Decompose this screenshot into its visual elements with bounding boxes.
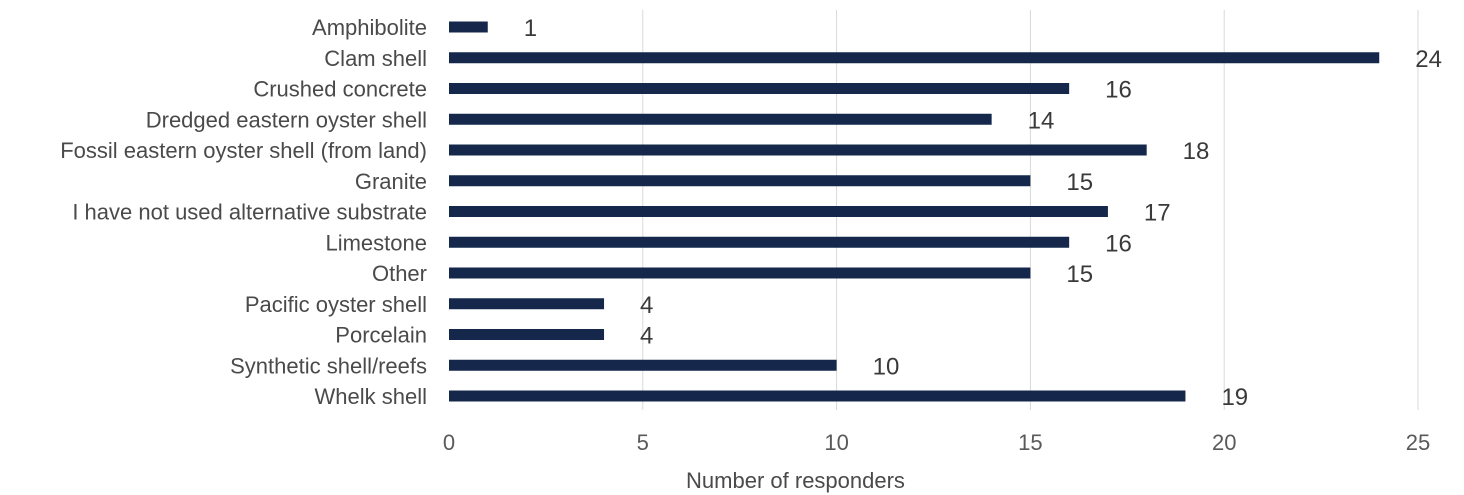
category-label: Clam shell: [324, 46, 427, 71]
value-labels: 1 24 16 14 18 15 17 16 15 4 4 10 19: [524, 15, 1442, 411]
x-tick-label: 5: [637, 430, 649, 455]
value-label: 4: [640, 323, 653, 350]
x-tick-label: 20: [1212, 430, 1236, 455]
bars: [449, 21, 1380, 402]
category-label: Crushed concrete: [253, 77, 427, 102]
bar: [449, 144, 1147, 156]
x-axis-title: Number of responders: [686, 468, 905, 493]
category-label: Granite: [355, 169, 427, 194]
bar: [449, 175, 1031, 187]
x-tick-label: 25: [1406, 430, 1430, 455]
bar: [449, 21, 488, 33]
category-labels: Amphibolite Clam shell Crushed concrete Dre…: [60, 15, 427, 409]
x-tick-label: 15: [1018, 430, 1042, 455]
value-label: 24: [1415, 46, 1442, 73]
value-label: 1: [524, 15, 537, 42]
x-tick-labels: 0 5 10 15 20 25: [443, 430, 1430, 455]
value-label: 17: [1144, 200, 1171, 227]
category-label: Dredged eastern oyster shell: [146, 107, 427, 132]
value-label: 15: [1066, 169, 1093, 196]
value-label: 16: [1105, 230, 1132, 257]
bar: [449, 267, 1031, 279]
category-label: Amphibolite: [312, 15, 427, 40]
category-label: Whelk shell: [315, 384, 427, 409]
bar: [449, 390, 1186, 402]
category-label: Other: [372, 261, 427, 286]
category-label: Pacific oyster shell: [245, 292, 427, 317]
bar: [449, 329, 605, 340]
category-label: Synthetic shell/reefs: [230, 353, 427, 378]
value-label: 19: [1221, 384, 1248, 411]
value-label: 14: [1028, 107, 1055, 134]
x-tick-label: 10: [824, 430, 848, 455]
bar: [449, 206, 1108, 217]
bar: [449, 359, 837, 371]
category-label: I have not used alternative substrate: [72, 200, 427, 225]
category-label: Limestone: [325, 230, 427, 255]
x-tick-label: 0: [443, 430, 455, 455]
value-label: 4: [640, 292, 653, 319]
value-label: 10: [873, 353, 900, 380]
value-label: 15: [1066, 261, 1093, 288]
bar: [449, 298, 605, 310]
category-label: Fossil eastern oyster shell (from land): [60, 138, 427, 163]
value-label: 18: [1183, 138, 1210, 165]
bar: [449, 236, 1070, 248]
value-label: 16: [1105, 77, 1132, 104]
bar: [449, 113, 992, 125]
bar: [449, 83, 1070, 94]
bar: [449, 52, 1380, 64]
category-label: Porcelain: [335, 323, 427, 348]
